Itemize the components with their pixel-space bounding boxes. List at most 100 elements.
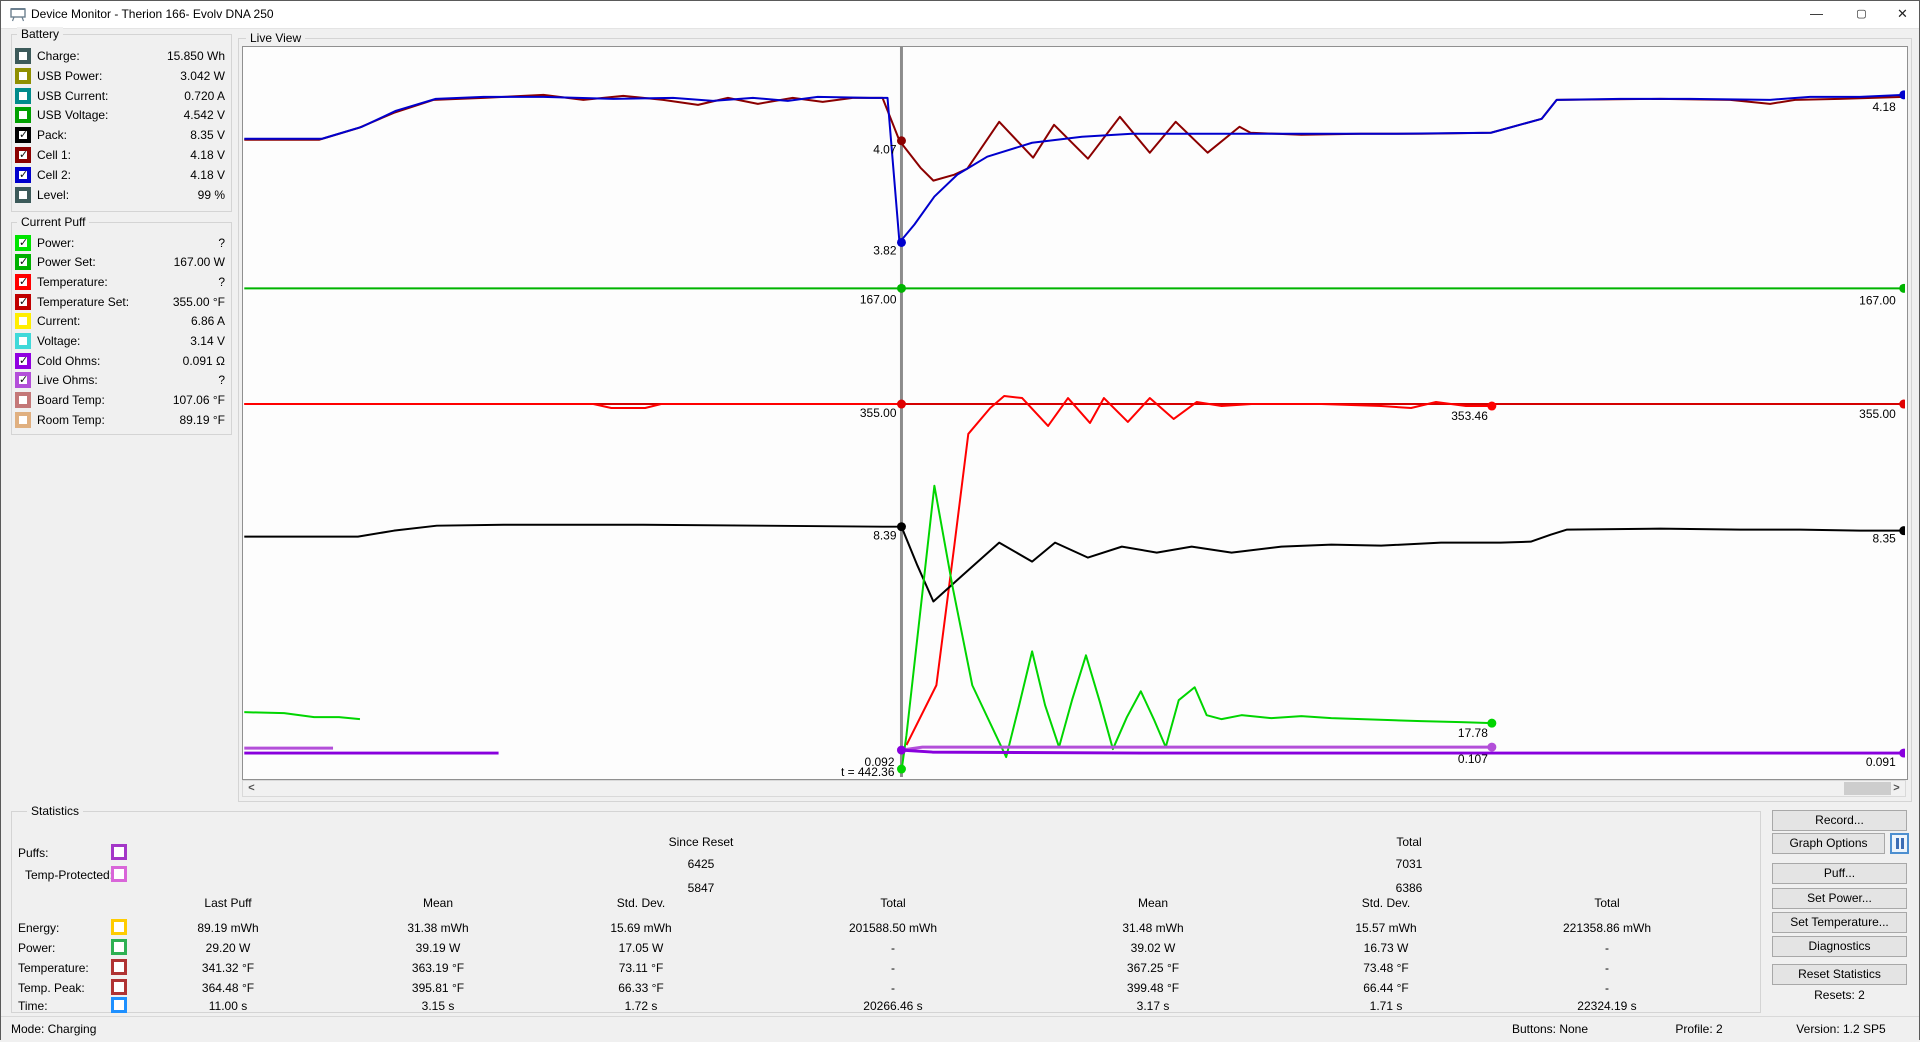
scroll-left-arrow[interactable]: < bbox=[248, 782, 255, 794]
set-temperature-button[interactable]: Set Temperature... bbox=[1772, 912, 1907, 933]
graph-options-button[interactable]: Graph Options bbox=[1772, 833, 1885, 854]
energy-checkbox[interactable] bbox=[111, 919, 127, 935]
stat-row-label: Power: bbox=[18, 941, 56, 955]
window-title: Device Monitor - Therion 166- Evolv DNA … bbox=[31, 7, 274, 21]
series-power bbox=[244, 711, 361, 721]
chart-value-label: 8.35 bbox=[1872, 532, 1896, 546]
temp-protected-checkbox[interactable] bbox=[111, 866, 127, 882]
row-value: ? bbox=[218, 275, 225, 289]
stat-cell: - bbox=[1605, 941, 1609, 955]
chart-value-label: 4.18 bbox=[1872, 100, 1896, 114]
series-checkbox-pack[interactable]: ✓ bbox=[15, 127, 31, 143]
series-checkbox-charge[interactable] bbox=[15, 48, 31, 64]
series-temperature bbox=[244, 403, 902, 410]
series-checkbox-temp-set[interactable]: ✓ bbox=[15, 294, 31, 310]
statistics-group bbox=[11, 811, 1761, 1013]
temp-peak-checkbox[interactable] bbox=[111, 979, 127, 995]
time-checkbox[interactable] bbox=[111, 997, 127, 1013]
temperature-stat-checkbox[interactable] bbox=[111, 959, 127, 975]
series-cold-ohms bbox=[901, 748, 1904, 755]
series-checkbox-cold-ohms[interactable]: ✓ bbox=[15, 353, 31, 369]
stat-cell: 29.20 W bbox=[205, 941, 251, 955]
stat-cell: - bbox=[1605, 961, 1609, 975]
total-header: Total bbox=[1396, 835, 1422, 849]
series-checkbox-power-set[interactable]: ✓ bbox=[15, 254, 31, 270]
status-mode: Mode: Charging bbox=[11, 1022, 97, 1036]
row-label: Power: bbox=[37, 236, 75, 250]
series-checkbox-level[interactable] bbox=[15, 187, 31, 203]
close-button[interactable]: ✕ bbox=[1897, 6, 1908, 21]
pause-icon bbox=[1900, 838, 1904, 849]
status-buttons: Buttons: None bbox=[1511, 1022, 1589, 1036]
stat-cell: 3.15 s bbox=[421, 999, 455, 1013]
data-point-dot bbox=[1487, 718, 1497, 728]
row-value: 107.06 °F bbox=[172, 393, 225, 407]
temp-protected-since-reset: 5847 bbox=[687, 881, 715, 895]
row-label: Pack: bbox=[37, 128, 68, 142]
series-checkbox-voltage[interactable] bbox=[15, 333, 31, 349]
puffs-label: Puffs: bbox=[18, 846, 49, 860]
battery-group bbox=[11, 34, 232, 212]
row-label: Cold Ohms: bbox=[37, 354, 101, 368]
puffs-checkbox[interactable] bbox=[111, 844, 127, 860]
chart-value-label: t = 442.36 bbox=[841, 765, 895, 777]
series-checkbox-usb-current[interactable] bbox=[15, 88, 31, 104]
diagnostics-button[interactable]: Diagnostics bbox=[1772, 936, 1907, 957]
scroll-right-arrow[interactable]: > bbox=[1893, 782, 1900, 794]
data-point-dot bbox=[896, 745, 906, 755]
series-temperature bbox=[905, 395, 1492, 746]
series-checkbox-temperature[interactable]: ✓ bbox=[15, 274, 31, 290]
series-checkbox-room-temp[interactable] bbox=[15, 412, 31, 428]
data-point-dot bbox=[1487, 401, 1497, 411]
maximize-button[interactable]: ▢ bbox=[1856, 8, 1867, 20]
series-checkbox-board-temp[interactable] bbox=[15, 392, 31, 408]
series-checkbox-power[interactable]: ✓ bbox=[15, 235, 31, 251]
stat-cell: 363.19 °F bbox=[411, 961, 465, 975]
record-button[interactable]: Record... bbox=[1772, 810, 1907, 831]
stat-cell: 364.48 °F bbox=[201, 981, 255, 995]
status-version: Version: 1.2 SP5 bbox=[1796, 1022, 1886, 1036]
live-view-group bbox=[238, 38, 1912, 802]
chart-value-label: 355.00 bbox=[860, 406, 897, 420]
row-value: 4.18 V bbox=[190, 168, 225, 182]
col-header-mean2: Mean bbox=[1137, 896, 1169, 910]
series-checkbox-current[interactable] bbox=[15, 313, 31, 329]
row-label: USB Current: bbox=[37, 89, 109, 103]
stat-cell: 31.38 mWh bbox=[407, 921, 469, 935]
stat-cell: 39.02 W bbox=[1130, 941, 1176, 955]
row-label: Temperature Set: bbox=[37, 295, 130, 309]
stat-cell: 11.00 s bbox=[208, 999, 248, 1013]
row-label: Board Temp: bbox=[37, 393, 105, 407]
power-stat-checkbox[interactable] bbox=[111, 939, 127, 955]
data-point-dot bbox=[896, 136, 906, 146]
series-checkbox-usb-voltage[interactable] bbox=[15, 107, 31, 123]
series-live-ohms bbox=[901, 745, 1492, 752]
stat-cell: 221358.86 mWh bbox=[1562, 921, 1652, 935]
current-puff-group bbox=[11, 222, 232, 435]
series-checkbox-live-ohms[interactable]: ✓ bbox=[15, 372, 31, 388]
row-value: 167.00 W bbox=[173, 255, 225, 269]
set-power-button[interactable]: Set Power... bbox=[1772, 888, 1907, 909]
series-checkbox-cell2[interactable]: ✓ bbox=[15, 167, 31, 183]
minimize-button[interactable]: — bbox=[1810, 6, 1823, 21]
pause-button[interactable] bbox=[1890, 833, 1909, 854]
series-checkbox-cell1[interactable]: ✓ bbox=[15, 147, 31, 163]
chart-value-label: 0.092 bbox=[865, 755, 895, 769]
chart-value-label: 167.00 bbox=[1859, 293, 1896, 307]
series-checkbox-usb-power[interactable] bbox=[15, 68, 31, 84]
chart-scrollbar[interactable]: < > bbox=[242, 780, 1906, 797]
scrollbar-thumb[interactable] bbox=[1844, 782, 1891, 795]
row-label: Cell 1: bbox=[37, 148, 72, 162]
puffs-total: 7031 bbox=[1395, 857, 1423, 871]
puff-button[interactable]: Puff... bbox=[1772, 863, 1907, 884]
current-puff-group-title: Current Puff bbox=[17, 215, 90, 229]
status-profile: Profile: 2 bbox=[1675, 1022, 1723, 1036]
series-power bbox=[900, 484, 1492, 772]
row-label: Voltage: bbox=[37, 334, 81, 348]
resets-count: Resets: 2 bbox=[1814, 988, 1865, 1002]
stat-cell: 17.05 W bbox=[618, 941, 664, 955]
reset-statistics-button[interactable]: Reset Statistics bbox=[1772, 964, 1907, 985]
live-chart[interactable]: 4.07 3.82 167.00 355.00 8.39 0.092 t = 442.36 3… bbox=[242, 46, 1909, 780]
